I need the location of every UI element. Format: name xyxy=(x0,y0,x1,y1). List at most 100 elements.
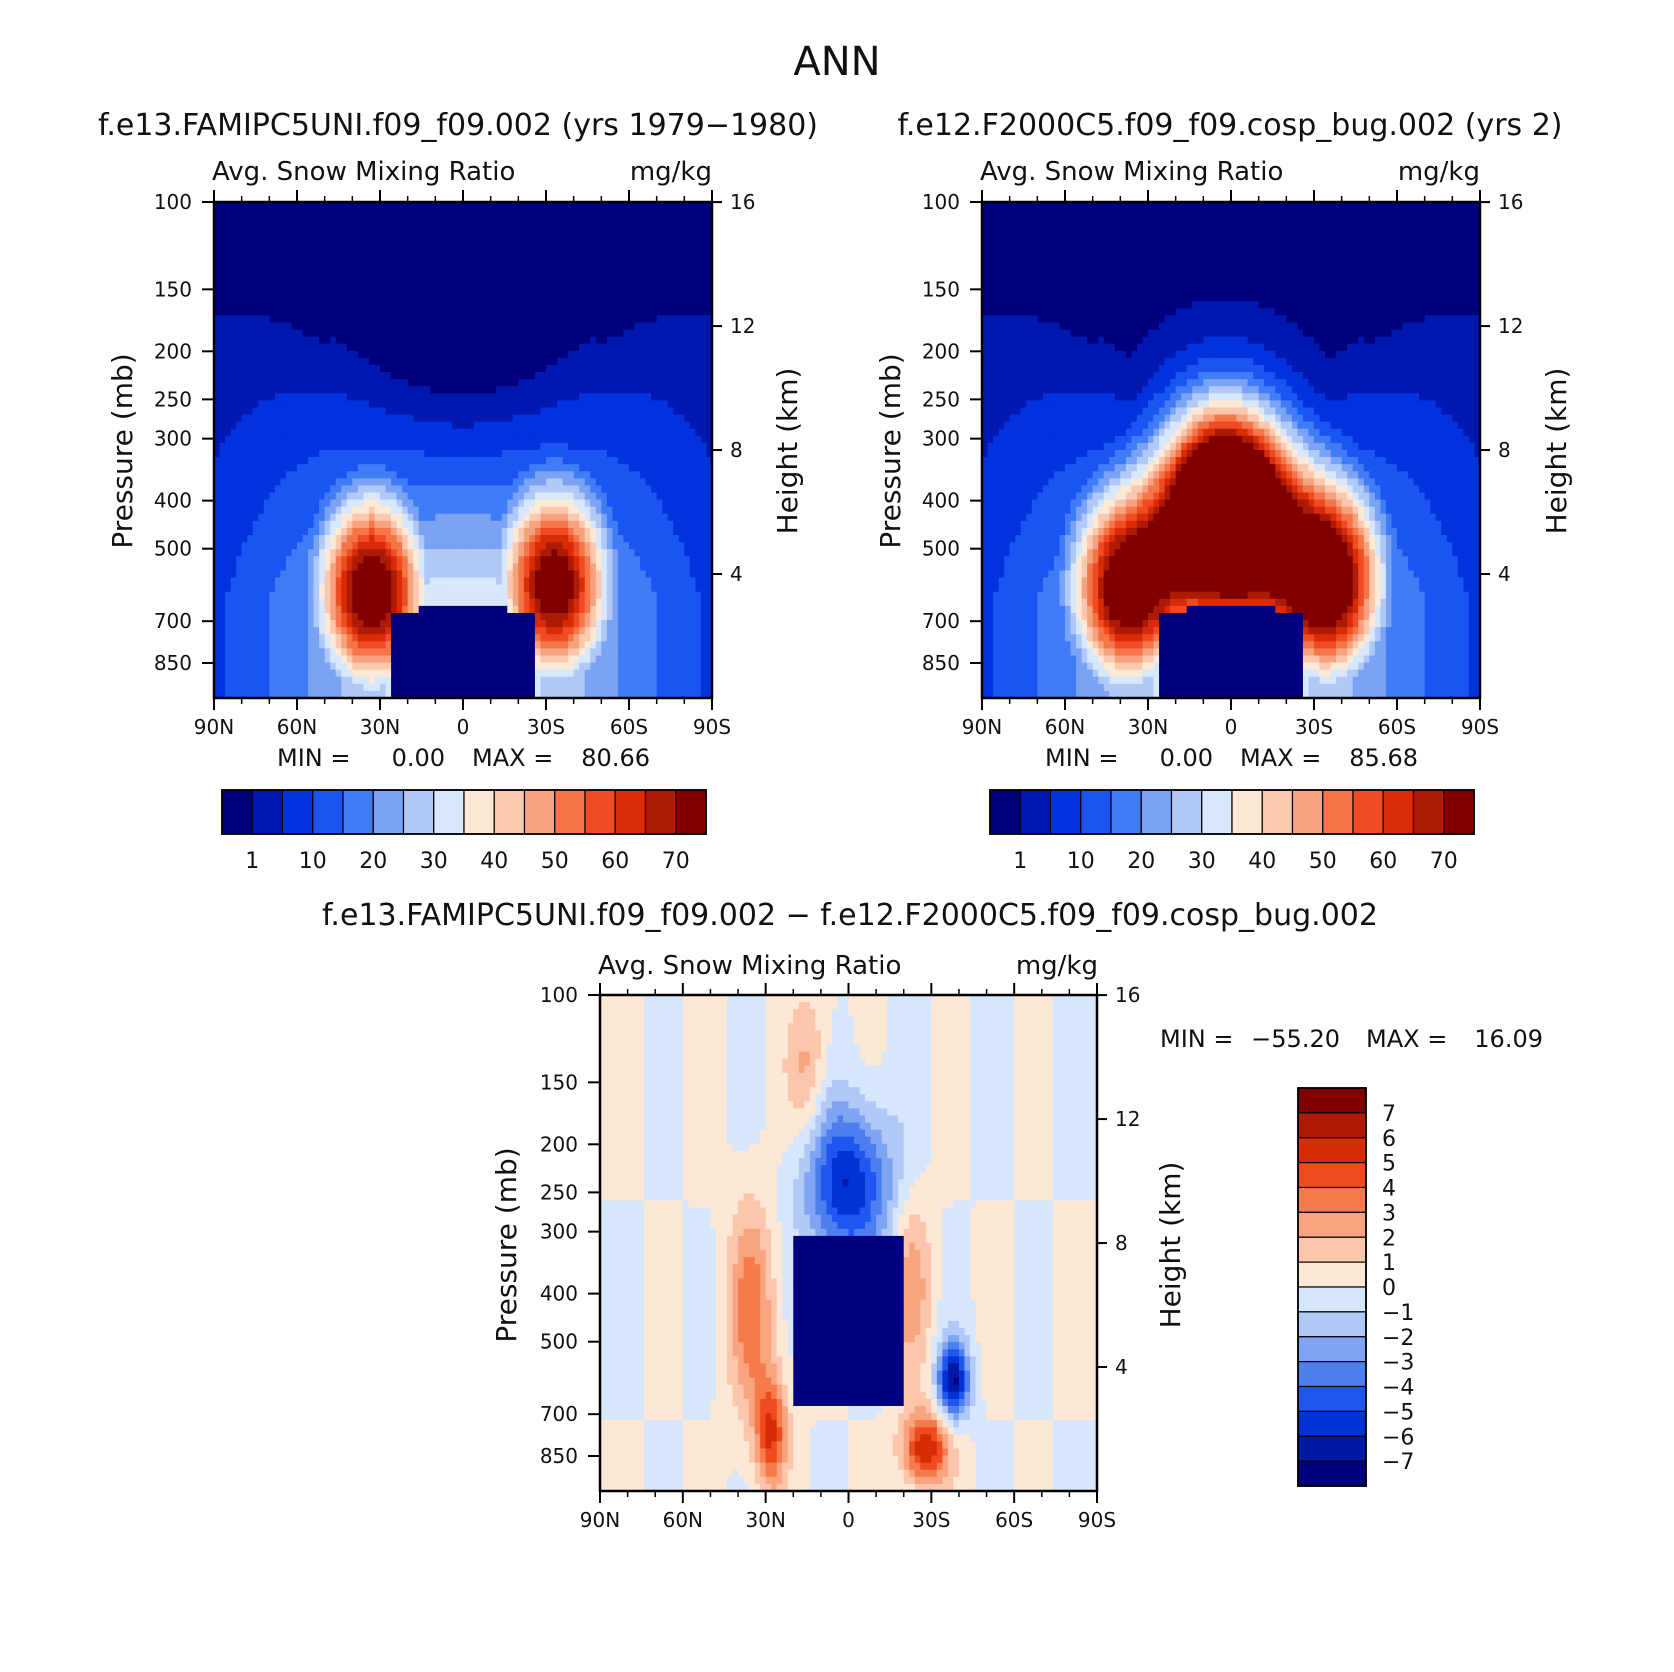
field-cell xyxy=(546,457,553,465)
field-cell xyxy=(374,350,381,359)
field-cell xyxy=(623,251,630,260)
field-cell xyxy=(673,556,680,564)
field-cell xyxy=(363,457,370,465)
field-cell xyxy=(512,244,519,253)
field-cell xyxy=(225,464,232,472)
field-cell xyxy=(623,464,630,472)
field-cell xyxy=(324,527,331,536)
field-cell xyxy=(374,379,381,387)
field-cell xyxy=(285,237,293,246)
field-cell xyxy=(407,584,414,593)
field-cell xyxy=(269,549,276,557)
field-cell xyxy=(391,350,398,359)
field-cell xyxy=(551,350,558,359)
field-cell xyxy=(579,209,586,217)
field-cell xyxy=(380,513,387,522)
field-cell xyxy=(496,506,503,515)
field-cell xyxy=(363,216,370,224)
field-cell xyxy=(418,237,425,246)
field-cell xyxy=(479,244,486,253)
field-cell xyxy=(689,549,696,557)
field-cell xyxy=(446,315,453,324)
field-cell xyxy=(706,343,713,352)
field-cell xyxy=(573,386,580,394)
field-cell xyxy=(568,315,575,324)
field-cell xyxy=(629,202,636,210)
field-cell xyxy=(319,202,326,210)
field-cell xyxy=(540,244,547,253)
field-cell xyxy=(380,591,387,600)
field-cell xyxy=(551,570,558,579)
field-cell xyxy=(341,294,348,302)
field-cell xyxy=(700,584,708,593)
field-cell xyxy=(357,577,364,586)
field-cell xyxy=(673,499,680,508)
field-cell xyxy=(363,350,370,359)
field-cell xyxy=(629,350,636,359)
field-cell xyxy=(402,379,409,387)
field-cell xyxy=(418,478,425,487)
field-cell xyxy=(501,308,508,316)
field-cell xyxy=(280,244,287,253)
field-cell xyxy=(584,393,591,401)
field-cell xyxy=(319,357,326,366)
field-cell xyxy=(640,244,647,253)
field-cell xyxy=(363,542,370,550)
field-cell xyxy=(363,386,370,394)
field-cell xyxy=(335,230,342,239)
field-cell xyxy=(557,506,564,515)
field-cell xyxy=(595,209,602,217)
field-cell xyxy=(651,209,658,217)
field-cell xyxy=(634,202,641,210)
field-cell xyxy=(590,386,597,394)
field-cell xyxy=(407,294,414,302)
field-cell xyxy=(413,287,420,295)
field-cell xyxy=(446,485,453,494)
field-cell xyxy=(673,535,680,543)
field-cell xyxy=(529,279,536,288)
field-cell xyxy=(335,301,342,309)
field-cell xyxy=(501,216,508,224)
field-cell xyxy=(330,584,337,593)
field-cell xyxy=(501,527,508,536)
field-cell xyxy=(308,386,315,394)
field-cell xyxy=(479,329,486,338)
field-cell xyxy=(269,336,276,345)
field-cell xyxy=(662,329,669,338)
field-cell xyxy=(319,237,326,246)
field-cell xyxy=(501,457,508,465)
field-cell xyxy=(507,556,514,564)
field-cell xyxy=(629,478,636,487)
field-cell xyxy=(651,372,658,380)
field-cell xyxy=(263,591,270,600)
field-cell xyxy=(440,400,447,409)
field-cell xyxy=(280,584,287,593)
field-cell xyxy=(214,357,221,366)
field-cell xyxy=(645,379,652,387)
field-cell xyxy=(673,428,680,437)
field-cell xyxy=(667,492,674,501)
field-cell xyxy=(700,450,708,458)
field-cell xyxy=(319,223,326,231)
field-cell xyxy=(258,287,265,295)
field-cell xyxy=(391,556,398,564)
field-cell xyxy=(551,577,558,586)
field-cell xyxy=(490,421,497,430)
field-cell xyxy=(280,251,287,260)
field-cell xyxy=(700,343,708,352)
field-cell xyxy=(230,336,237,345)
field-cell xyxy=(225,527,232,536)
field-cell xyxy=(706,435,713,444)
field-cell xyxy=(274,591,281,600)
field-cell xyxy=(667,393,674,401)
field-cell xyxy=(700,329,708,338)
field-cell xyxy=(590,209,597,217)
field-cell xyxy=(341,414,348,423)
field-cell xyxy=(297,230,304,239)
field-cell xyxy=(302,520,309,529)
field-cell xyxy=(357,400,364,409)
field-cell xyxy=(368,336,376,345)
field-cell xyxy=(429,407,436,416)
field-cell xyxy=(363,535,370,543)
field-cell xyxy=(385,251,392,260)
